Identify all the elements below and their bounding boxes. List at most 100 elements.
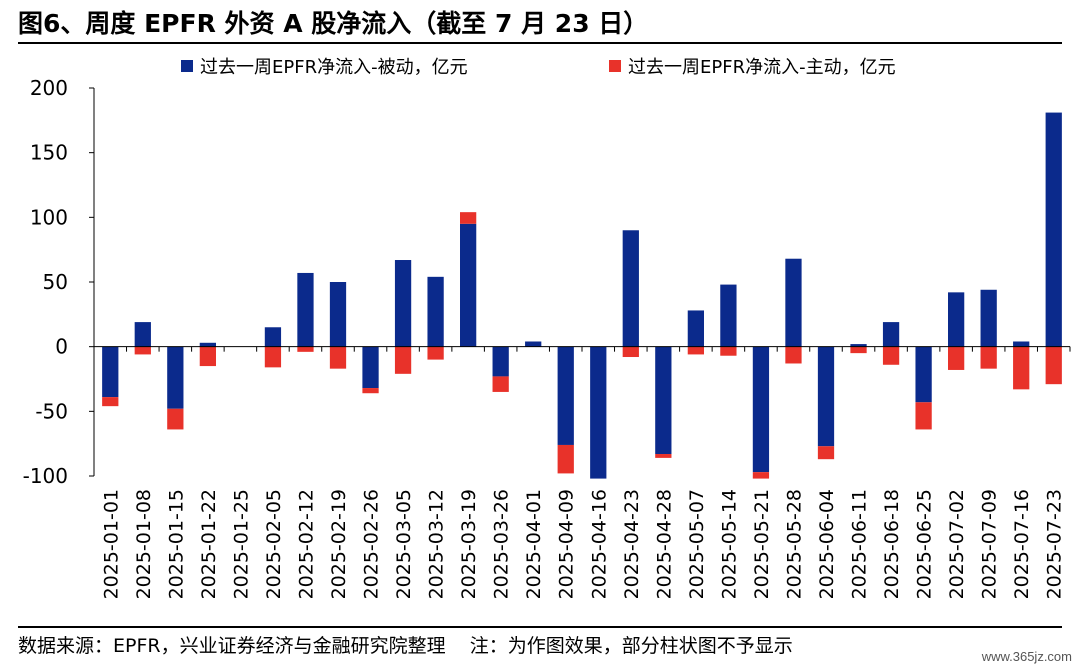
x-tick-label: 2025-02-05: [263, 489, 285, 599]
bar-passive: [199, 342, 216, 347]
bar-active: [167, 408, 184, 430]
x-tick-label: 2025-01-01: [100, 489, 122, 599]
bar-passive: [720, 284, 737, 347]
bar-passive: [264, 327, 282, 347]
bar-passive: [687, 310, 704, 347]
bar-passive: [102, 346, 119, 398]
x-tick-label: 2025-01-22: [198, 489, 220, 599]
bar-active: [1013, 346, 1030, 390]
y-tick-label: -50: [35, 399, 68, 423]
y-tick-label: 0: [55, 335, 68, 359]
bar-passive: [752, 346, 770, 473]
x-tick-label: 2025-05-28: [783, 489, 805, 599]
bar-passive: [980, 289, 997, 347]
legend-swatch-passive: [181, 60, 193, 72]
x-tick-label: 2025-07-09: [979, 489, 1001, 599]
y-tick-label: 50: [43, 270, 68, 294]
legend-label-passive: 过去一周EPFR净流入-被动，亿元: [200, 57, 468, 78]
x-tick-label: 2025-04-16: [588, 489, 610, 599]
bar-active: [720, 346, 737, 356]
x-tick-label: 2025-05-07: [686, 489, 708, 599]
x-tick-label: 2025-03-05: [393, 489, 415, 599]
bar-active: [752, 472, 770, 479]
bar-passive: [492, 346, 509, 377]
bar-active: [394, 346, 412, 374]
bar-active: [362, 388, 379, 394]
bar-active: [1045, 346, 1062, 385]
watermark: www.365jz.com: [981, 649, 1072, 664]
bar-passive: [817, 346, 835, 447]
x-axis: 2025-01-01 2025-01-08 2025-01-15 2025-01-22…: [93, 346, 1071, 599]
x-tick-label: 2025-04-09: [556, 489, 578, 599]
x-tick-label: 2025-01-15: [165, 489, 187, 599]
bar-passive: [622, 230, 639, 347]
bar-passive: [329, 282, 347, 347]
bar-passive: [134, 322, 151, 347]
source-text: 数据来源：EPFR，兴业证券经济与金融研究院整理: [18, 635, 446, 657]
bar-passive: [915, 346, 932, 403]
bar-passive: [785, 258, 802, 347]
y-tick-label: 200: [30, 76, 68, 100]
x-tick-label: 2025-07-23: [1044, 489, 1066, 599]
bar-passive: [882, 322, 900, 347]
bar-passive: [590, 346, 607, 479]
bar-active: [297, 346, 314, 352]
x-tick-label: 2025-01-08: [133, 489, 155, 599]
bar-active: [980, 346, 997, 369]
bar-passive: [167, 346, 184, 409]
y-tick-label: 150: [30, 141, 68, 165]
x-tick-label: 2025-05-21: [751, 489, 773, 599]
bar-passive: [427, 276, 444, 347]
bar-passive: [362, 346, 379, 389]
y-tick-label: -100: [23, 464, 68, 488]
x-tick-label: 2025-05-14: [718, 489, 740, 599]
x-tick-label: 2025-04-01: [523, 489, 545, 599]
x-tick-label: 2025-02-26: [361, 489, 383, 599]
bar-passive: [394, 260, 412, 347]
bar-active: [687, 346, 704, 355]
bar-passive: [1013, 341, 1030, 347]
bar-active: [850, 346, 867, 354]
bar-passive: [948, 292, 965, 347]
x-tick-label: 2025-03-12: [426, 489, 448, 599]
bar-active: [329, 346, 347, 369]
legend-swatch-active: [609, 60, 621, 72]
x-tick-label: 2025-06-25: [914, 489, 936, 599]
x-tick-label: 2025-01-25: [230, 489, 252, 599]
x-tick-label: 2025-07-16: [1011, 489, 1033, 599]
legend: 过去一周EPFR净流入-被动，亿元 过去一周EPFR净流入-主动，亿元: [181, 57, 896, 78]
x-tick-label: 2025-03-19: [458, 489, 480, 599]
bar-active: [882, 346, 900, 365]
legend-label-active: 过去一周EPFR净流入-主动，亿元: [628, 57, 896, 78]
x-tick-label: 2025-06-11: [849, 489, 871, 599]
title-rule: [18, 42, 1062, 44]
bar-active: [557, 444, 574, 474]
bar-active: [817, 446, 835, 460]
x-tick-label: 2025-07-02: [946, 489, 968, 599]
bar-active: [134, 346, 151, 355]
x-tick-label: 2025-04-23: [621, 489, 643, 599]
x-tick-label: 2025-04-28: [653, 489, 675, 599]
bar-passive: [655, 346, 672, 455]
bar-passive: [557, 346, 574, 445]
note-text: 注：为作图效果，部分柱状图不予显示: [469, 635, 793, 657]
bars: [102, 112, 1062, 479]
bar-active: [460, 212, 477, 224]
y-axis: -100 -50 0 50 100 150 200: [23, 76, 95, 488]
bar-active: [264, 346, 282, 368]
bar-active: [427, 346, 444, 360]
y-tick-label: 100: [30, 205, 68, 229]
bar-passive: [297, 272, 314, 347]
bar-active: [948, 346, 965, 370]
bar-passive: [525, 341, 542, 347]
bar-active: [785, 346, 802, 364]
x-tick-label: 2025-02-19: [328, 489, 350, 599]
bar-active: [622, 346, 639, 358]
bar-active: [915, 402, 932, 430]
bar-passive: [460, 223, 477, 347]
x-tick-label: 2025-06-18: [881, 489, 903, 599]
x-tick-label: 2025-02-12: [295, 489, 317, 599]
chart-title: 图6、周度 EPFR 外资 A 股净流入（截至 7 月 23 日）: [18, 9, 649, 38]
bar-active: [102, 397, 119, 407]
